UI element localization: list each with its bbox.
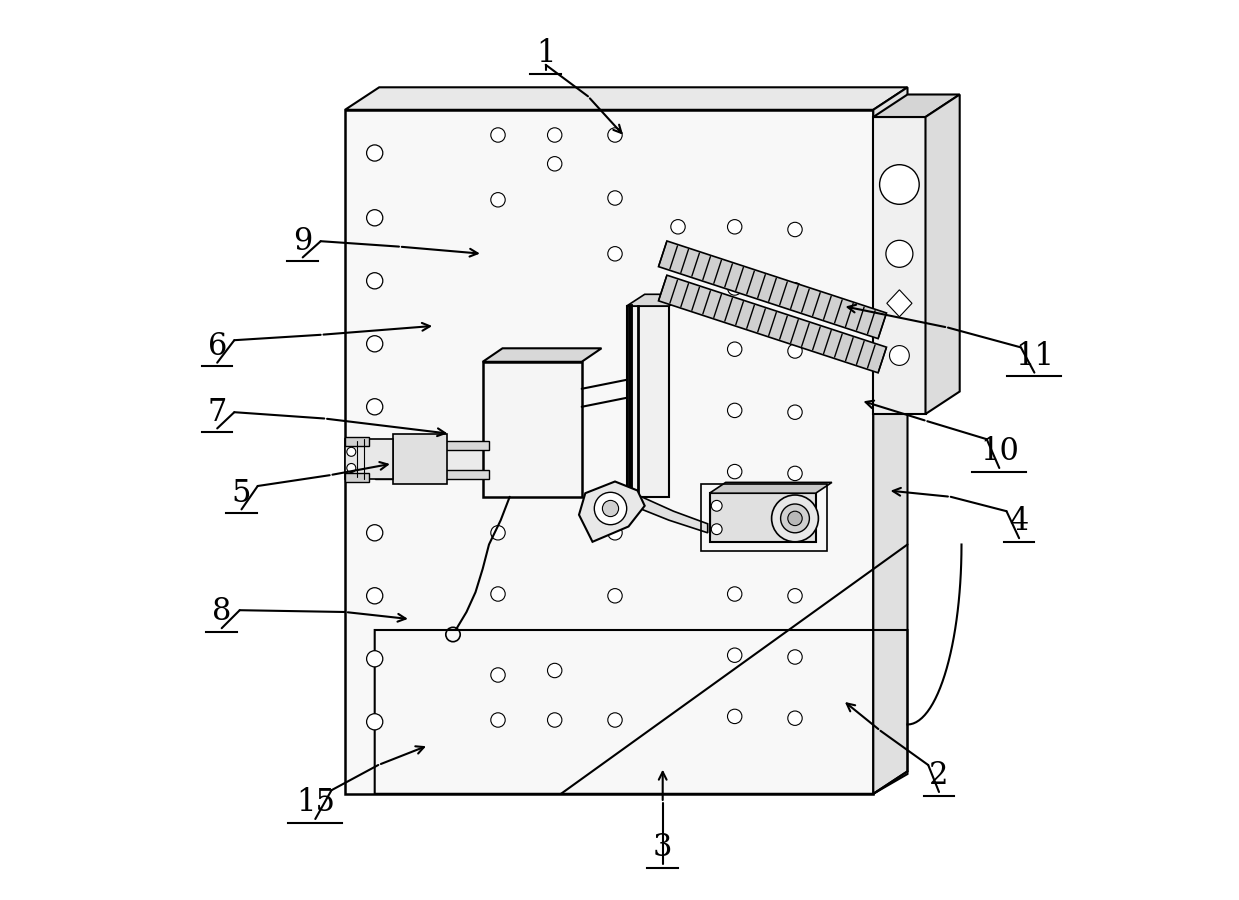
Polygon shape [627, 294, 686, 306]
Circle shape [788, 283, 802, 297]
Polygon shape [873, 94, 960, 117]
Circle shape [788, 405, 802, 419]
Circle shape [727, 709, 742, 724]
Circle shape [727, 281, 742, 295]
Circle shape [367, 336, 383, 352]
Circle shape [711, 524, 722, 535]
Polygon shape [926, 94, 960, 414]
Polygon shape [393, 434, 447, 484]
Polygon shape [658, 241, 887, 338]
Circle shape [595, 492, 627, 525]
Circle shape [367, 399, 383, 415]
Text: 7: 7 [207, 397, 227, 427]
Circle shape [491, 128, 506, 142]
Circle shape [788, 589, 802, 603]
Circle shape [788, 344, 802, 358]
Circle shape [788, 711, 802, 725]
Polygon shape [344, 87, 907, 110]
Circle shape [788, 650, 802, 664]
Circle shape [727, 403, 742, 418]
Circle shape [548, 128, 563, 142]
Circle shape [727, 648, 742, 662]
Polygon shape [344, 110, 873, 794]
Circle shape [347, 447, 356, 456]
Polygon shape [344, 472, 369, 482]
Polygon shape [887, 290, 912, 317]
Polygon shape [483, 348, 601, 362]
Circle shape [367, 651, 383, 667]
Circle shape [608, 526, 622, 540]
Circle shape [548, 663, 563, 678]
Circle shape [367, 145, 383, 161]
Polygon shape [579, 482, 644, 542]
Circle shape [788, 466, 802, 481]
Text: 2: 2 [929, 760, 949, 791]
Circle shape [491, 193, 506, 207]
Circle shape [491, 526, 506, 540]
Circle shape [886, 240, 913, 267]
Polygon shape [344, 439, 393, 479]
Text: 5: 5 [232, 478, 252, 508]
Text: 6: 6 [207, 331, 227, 362]
Polygon shape [344, 436, 369, 446]
Circle shape [491, 587, 506, 601]
Circle shape [367, 273, 383, 289]
Circle shape [608, 191, 622, 205]
Circle shape [367, 210, 383, 226]
Circle shape [367, 462, 383, 478]
Circle shape [727, 342, 742, 356]
Circle shape [788, 511, 802, 526]
Polygon shape [627, 306, 669, 497]
Circle shape [602, 500, 618, 517]
Circle shape [788, 527, 802, 542]
Circle shape [491, 713, 506, 727]
Text: 15: 15 [296, 788, 335, 818]
Circle shape [727, 220, 742, 234]
Polygon shape [873, 117, 926, 414]
Circle shape [670, 220, 685, 234]
Text: 4: 4 [1010, 507, 1028, 537]
Polygon shape [483, 362, 581, 497]
Polygon shape [374, 441, 489, 450]
Text: 8: 8 [212, 597, 232, 627]
Circle shape [608, 128, 622, 142]
Circle shape [890, 346, 909, 365]
Circle shape [347, 464, 356, 472]
Circle shape [491, 668, 506, 682]
Circle shape [608, 247, 622, 261]
Polygon shape [710, 482, 831, 493]
Circle shape [788, 222, 802, 237]
Polygon shape [633, 495, 707, 533]
Circle shape [727, 464, 742, 479]
Circle shape [727, 526, 742, 540]
Polygon shape [374, 470, 489, 479]
Text: 10: 10 [980, 436, 1018, 467]
Circle shape [367, 714, 383, 730]
Polygon shape [873, 87, 907, 794]
Circle shape [772, 495, 819, 542]
Circle shape [548, 713, 563, 727]
Circle shape [367, 588, 383, 604]
Polygon shape [374, 443, 489, 475]
Circle shape [608, 713, 622, 727]
Text: 9: 9 [294, 226, 312, 256]
Circle shape [781, 504, 809, 533]
Circle shape [711, 500, 722, 511]
Circle shape [608, 589, 622, 603]
Circle shape [367, 525, 383, 541]
Text: 3: 3 [653, 832, 673, 863]
Circle shape [548, 157, 563, 171]
Polygon shape [658, 275, 887, 373]
Circle shape [880, 165, 919, 204]
Circle shape [727, 587, 742, 601]
Polygon shape [710, 493, 815, 542]
Text: 11: 11 [1015, 341, 1054, 372]
Text: 1: 1 [536, 39, 555, 69]
